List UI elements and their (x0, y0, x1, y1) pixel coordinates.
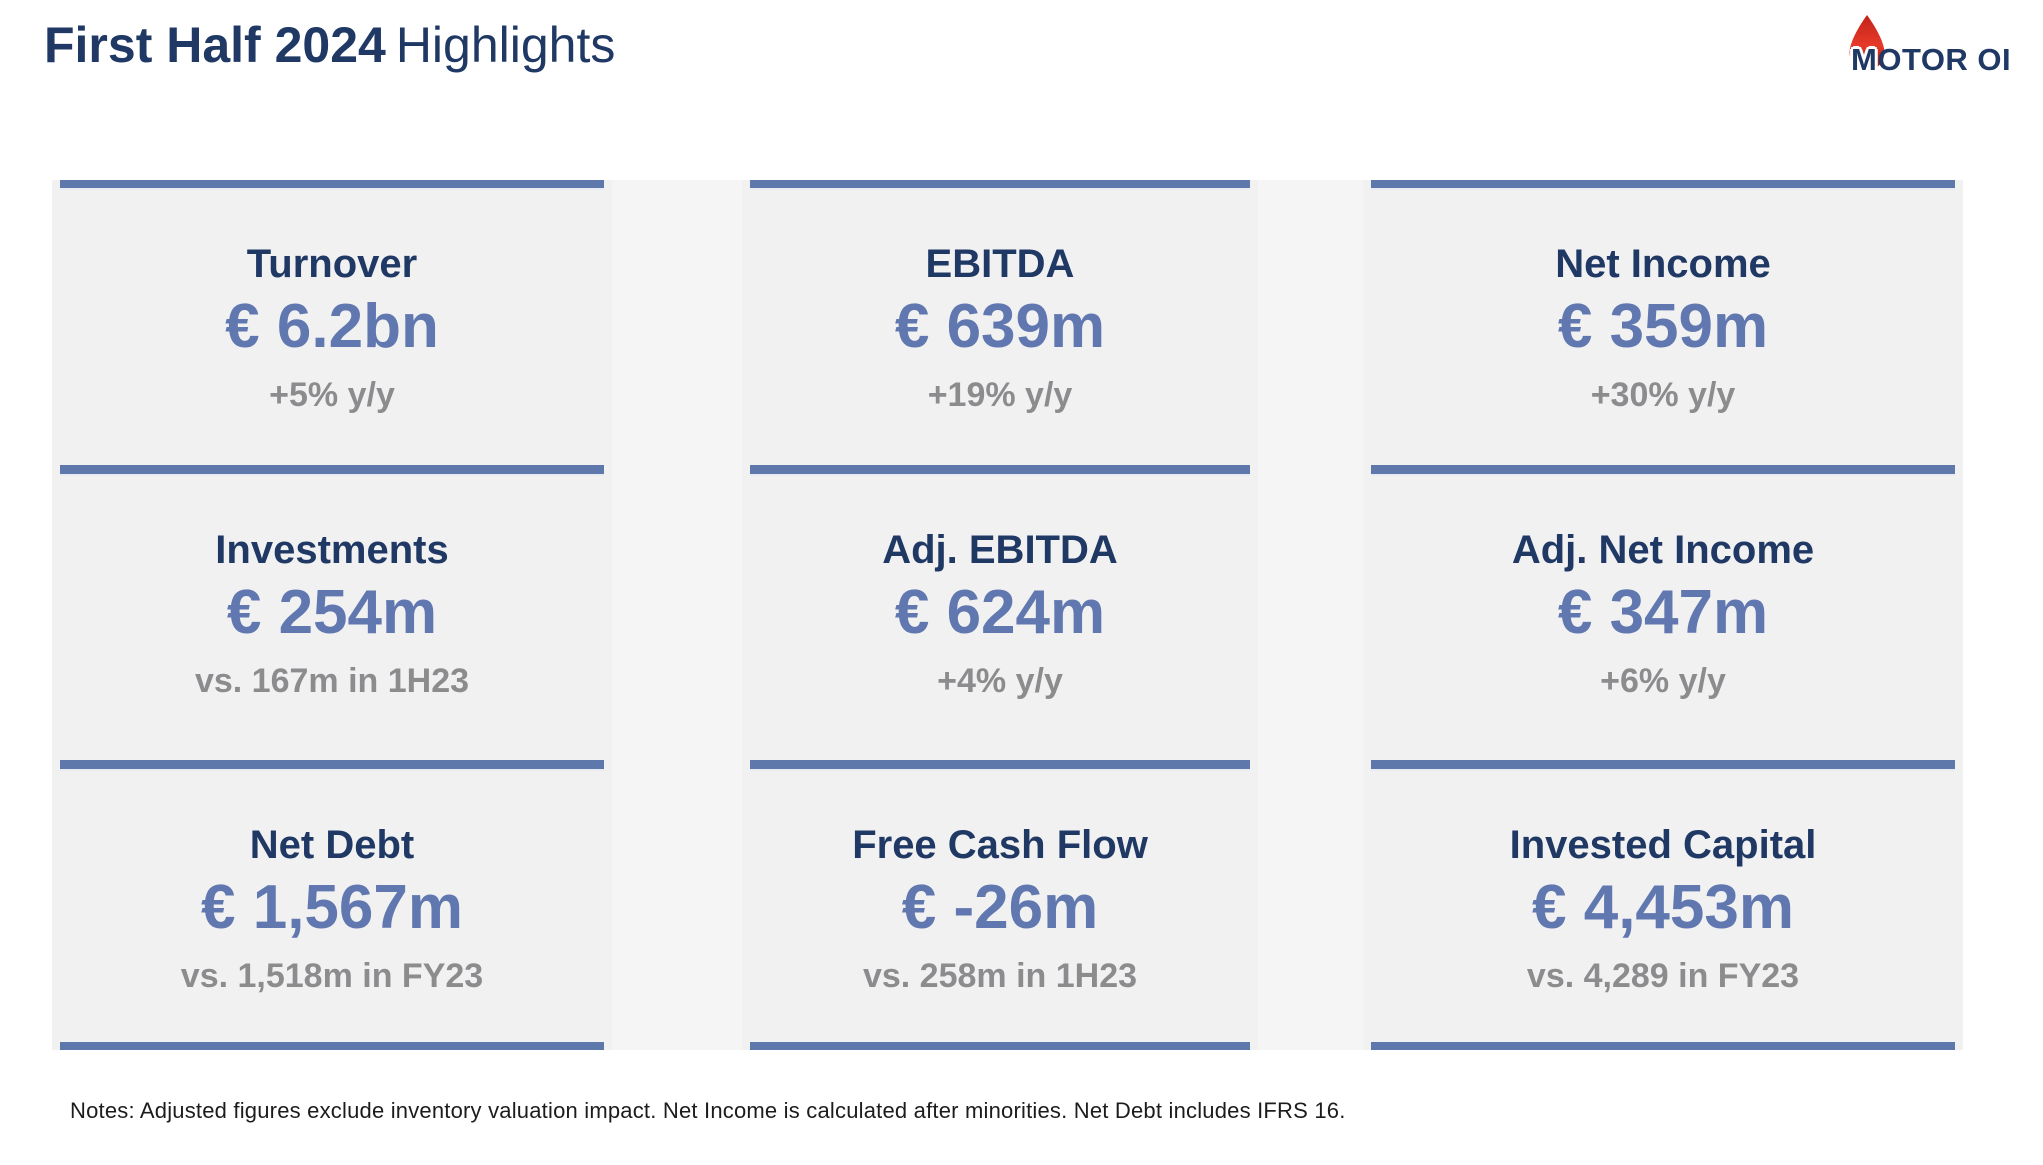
kpi-label: Turnover (246, 242, 418, 286)
kpi-card-turnover: Turnover € 6.2bn +5% y/y (52, 188, 612, 465)
separator-bar (60, 760, 604, 771)
kpi-card-adj-ebitda: Adj. EBITDA € 624m +4% y/y (742, 474, 1258, 760)
kpi-card-free-cash-flow: Free Cash Flow € -26m vs. 258m in 1H23 (742, 769, 1258, 1042)
kpi-value: € -26m (901, 873, 1099, 942)
kpi-value: € 347m (1557, 578, 1769, 647)
kpi-card-net-debt: Net Debt € 1,567m vs. 1,518m in FY23 (52, 769, 612, 1042)
kpi-card-net-income: Net Income € 359m +30% y/y (1363, 188, 1963, 465)
kpi-sub: vs. 1,518m in FY23 (180, 957, 484, 995)
separator-bar (750, 1042, 1250, 1050)
separator-bar (1371, 760, 1955, 771)
separator-bar (750, 465, 1250, 476)
separator-bar (60, 465, 604, 476)
page-title: First Half 2024 Highlights (44, 16, 615, 74)
kpi-value: € 254m (226, 578, 438, 647)
kpi-sub: +30% y/y (1590, 376, 1736, 414)
kpi-card-invested-capital: Invested Capital € 4,453m vs. 4,289 in F… (1363, 769, 1963, 1042)
title-period: First Half 2024 (44, 17, 386, 73)
kpi-sub: +5% y/y (269, 376, 395, 414)
logo-text-rest: OTOR OI (1877, 42, 2012, 77)
logo-text: MOTOR OI (1851, 42, 2011, 78)
separator-bar (750, 180, 1250, 190)
kpi-value: € 1,567m (201, 873, 463, 942)
kpi-column-left: Turnover € 6.2bn +5% y/y Investments € 2… (52, 180, 612, 1050)
kpi-sub: +4% y/y (937, 662, 1063, 700)
kpi-card-ebitda: EBITDA € 639m +19% y/y (742, 188, 1258, 465)
separator-bar (1371, 180, 1955, 190)
kpi-sub: vs. 258m in 1H23 (862, 957, 1138, 995)
kpi-label: Adj. Net Income (1511, 528, 1815, 572)
kpi-column-right: Net Income € 359m +30% y/y Adj. Net Inco… (1363, 180, 1963, 1050)
kpi-sub: +6% y/y (1600, 662, 1726, 700)
kpi-label: Investments (215, 528, 449, 572)
kpi-card-adj-net-income: Adj. Net Income € 347m +6% y/y (1363, 474, 1963, 760)
oil-drop-icon (1849, 14, 1885, 71)
separator-bar (1371, 465, 1955, 476)
footnote: Notes: Adjusted figures exclude inventor… (70, 1098, 1346, 1123)
kpi-card-investments: Investments € 254m vs. 167m in 1H23 (52, 474, 612, 760)
logo-letter-m: M (1851, 42, 1878, 77)
title-suffix: Highlights (395, 17, 616, 73)
motor-oil-logo: MOTOR OI (1843, 0, 2043, 90)
kpi-label: Free Cash Flow (852, 823, 1148, 867)
kpi-value: € 6.2bn (225, 292, 439, 361)
kpi-label: EBITDA (925, 242, 1075, 286)
kpi-label: Net Income (1555, 242, 1771, 286)
separator-bar (750, 760, 1250, 771)
kpi-sub: vs. 167m in 1H23 (194, 662, 470, 700)
kpi-value: € 639m (894, 292, 1106, 361)
kpi-sub: vs. 4,289 in FY23 (1526, 957, 1800, 995)
kpi-column-center: EBITDA € 639m +19% y/y Adj. EBITDA € 624… (742, 180, 1258, 1050)
separator-bar (60, 1042, 604, 1050)
kpi-grid: Turnover € 6.2bn +5% y/y Investments € 2… (52, 180, 1963, 1050)
kpi-label: Adj. EBITDA (882, 528, 1118, 572)
separator-bar (1371, 1042, 1955, 1050)
kpi-label: Net Debt (249, 823, 415, 867)
kpi-value: € 624m (894, 578, 1106, 647)
kpi-sub: +19% y/y (927, 376, 1073, 414)
kpi-value: € 359m (1557, 292, 1769, 361)
separator-bar (60, 180, 604, 190)
kpi-value: € 4,453m (1532, 873, 1794, 942)
kpi-label: Invested Capital (1509, 823, 1817, 867)
